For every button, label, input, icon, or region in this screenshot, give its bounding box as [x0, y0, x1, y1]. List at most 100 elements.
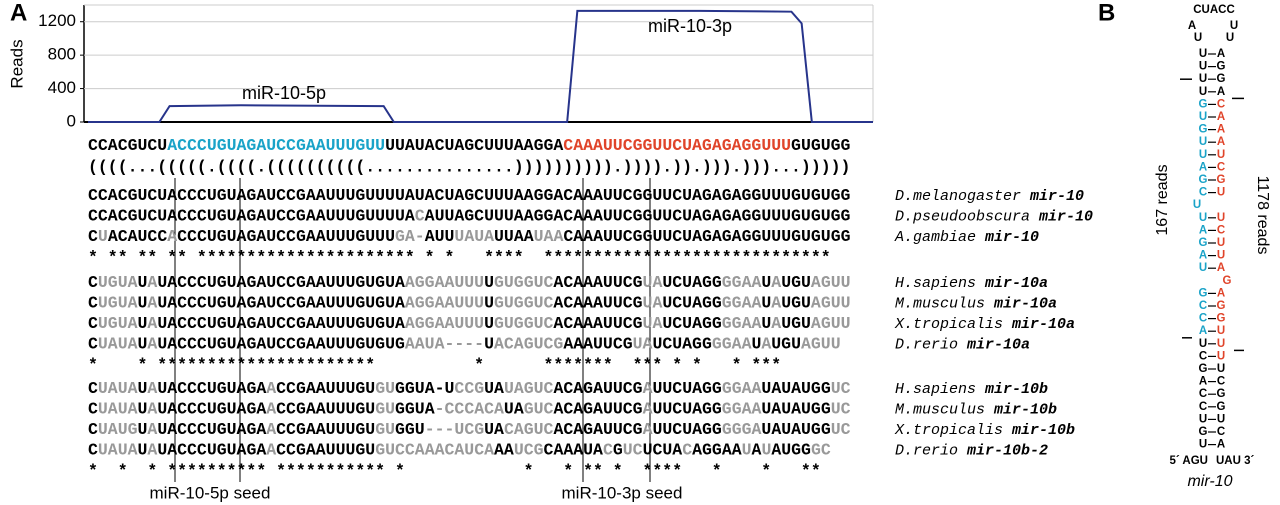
nucleotides: A: [147, 379, 157, 398]
nucleotides: AA: [494, 441, 514, 460]
nucleotides: AGUU: [801, 335, 841, 354]
five-end: 5´ AGU: [1169, 455, 1208, 467]
nucleotides: GGAA: [712, 335, 752, 354]
nucleotide: U: [1199, 149, 1207, 161]
nucleotide: G: [1199, 174, 1208, 186]
nucleotides: GA-: [395, 227, 425, 246]
nucleotide: A: [1199, 325, 1207, 337]
nucleotide: U: [1199, 136, 1207, 148]
nucleotide: A: [1217, 124, 1225, 136]
nucleotides: GUGGUC: [494, 294, 554, 313]
nucleotides: U: [138, 335, 148, 354]
nucleotides: U: [761, 441, 771, 460]
nucleotide: C: [1199, 300, 1207, 312]
nucleotide: U: [1217, 325, 1225, 337]
nucleotides: A: [266, 420, 276, 439]
nucleotide: U: [1199, 73, 1207, 85]
species: D.melanogaster: [895, 188, 1021, 205]
nucleotides: U: [138, 294, 148, 313]
nucleotides: GUC: [524, 400, 554, 419]
nucleotides: UUAUACUAGCUUUAAGGA: [385, 136, 563, 155]
nucleotides: UUCUAGG: [653, 420, 722, 439]
nucleotides: AAAUUCG: [563, 335, 632, 354]
nucleotides: UA: [643, 273, 663, 292]
nucleotides: UACCCUGUAGAUCCGAAUUUGUGUA: [157, 273, 405, 292]
species-label: H.sapiens mir-10b: [895, 381, 1048, 398]
nucleotides: C: [88, 379, 98, 398]
nucleotides: UA: [504, 400, 524, 419]
nucleotides: UAUA: [98, 335, 138, 354]
species-label: D.pseudoobscura mir-10: [895, 208, 1093, 225]
nucleotides: U: [138, 441, 148, 460]
nucleotide: C: [1217, 426, 1225, 438]
nucleotide: C: [1199, 401, 1207, 413]
gene: mir-10b: [993, 401, 1057, 418]
nucleotide: U: [1217, 149, 1225, 161]
nucleotides: A: [147, 400, 157, 419]
nucleotides: C: [682, 441, 692, 460]
nucleotides: GGUA-U: [395, 379, 454, 398]
nucleotides: A: [167, 227, 177, 246]
nucleotides: A: [761, 335, 771, 354]
species-label: D.melanogaster mir-10: [895, 188, 1084, 205]
loop: U: [1194, 32, 1202, 44]
annotation: miR-10-3p: [648, 16, 732, 36]
nucleotides: UACCCUGUAGA: [157, 420, 266, 439]
nucleotides: A: [147, 314, 157, 333]
nucleotides: ACAAAUUCG: [553, 294, 642, 313]
nucleotide: C: [1199, 187, 1207, 199]
nucleotides: UAUA: [98, 400, 138, 419]
reads-label: 1178 reads: [1254, 176, 1271, 255]
nucleotides: CCACGUCU: [88, 136, 167, 155]
nucleotides: U: [138, 273, 148, 292]
nucleotides: CCCUGUAGAUCCGAAUUUGUUU: [177, 227, 395, 246]
nucleotides: C: [88, 227, 98, 246]
species: M.musculus: [895, 401, 985, 418]
nucleotides: C: [88, 400, 98, 419]
nucleotide: G: [1217, 313, 1226, 325]
nucleotides: G: [613, 441, 623, 460]
nucleotide: C: [1217, 376, 1225, 388]
nucleotides: CCGAAUUUGU: [276, 400, 375, 419]
nucleotide: A: [1199, 161, 1207, 173]
nucleotides: U: [98, 227, 108, 246]
nucleotide: A: [1199, 250, 1207, 262]
nucleotides: CAAAUUCGGUUCUAGAGAGGUUUGUGUGG: [563, 227, 850, 246]
species: D.rerio: [895, 336, 958, 353]
nucleotides: A: [266, 400, 276, 419]
nucleotides: -CCCACA: [435, 400, 504, 419]
nucleotides: C: [88, 420, 98, 439]
sequence: CUGUAUAUACCCUGUAGAUCCGAAUUUGUGUAAGGAAUUU…: [88, 294, 851, 313]
species: D.rerio: [895, 442, 958, 459]
nucleotides: GGGA: [722, 420, 762, 439]
species-label: A.gambiae mir-10: [894, 229, 1039, 246]
nucleotide: A: [1217, 86, 1225, 98]
sequence: CUAUAUAUACCCUGUAGAUCCGAAUUUGUGUGAAUA----…: [88, 335, 841, 354]
nucleotides: GUGGUC: [494, 314, 554, 333]
gene: mir-10: [1038, 208, 1093, 225]
species: H.sapiens: [895, 275, 976, 292]
nucleotide: A: [1217, 111, 1225, 123]
gene: mir-10: [1029, 188, 1084, 205]
nucleotides: U: [138, 420, 148, 439]
loop: U: [1226, 32, 1234, 44]
nucleotides: CCG: [454, 379, 484, 398]
nucleotides: ACCCUGUAGAUCCGAAUUUGUU: [167, 136, 385, 155]
nucleotides: ACAAAUUCG: [553, 314, 642, 333]
nucleotides: C: [603, 441, 613, 460]
gene: mir-10a: [966, 336, 1030, 353]
nucleotides: UACCCUGUAGAUCCGAAUUUGUGUA: [157, 294, 405, 313]
nucleotides: CAGUC: [504, 420, 554, 439]
nucleotide: U: [1199, 48, 1207, 60]
nucleotides: GUGUGG: [791, 136, 851, 155]
nucleotides: UCUAGG: [652, 335, 712, 354]
nucleotides: UA: [633, 335, 653, 354]
nucleotides: ACAGAUUCG: [553, 400, 642, 419]
nucleotides: AGGAAUUU: [405, 273, 484, 292]
nucleotides: A: [147, 335, 157, 354]
nucleotides: UGU: [781, 294, 811, 313]
nucleotides: UC: [623, 441, 643, 460]
hairpin-label: mir-10: [1187, 473, 1232, 490]
nucleotide: G: [1199, 237, 1208, 249]
nucleotides: UCUAGG: [662, 273, 722, 292]
